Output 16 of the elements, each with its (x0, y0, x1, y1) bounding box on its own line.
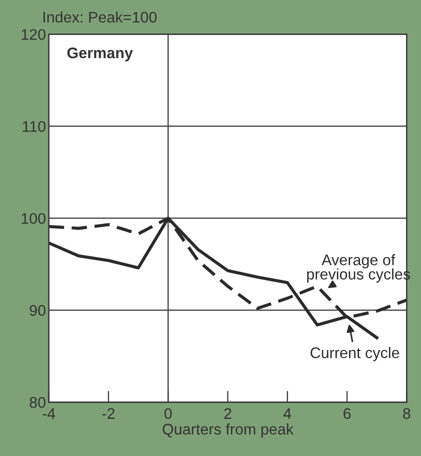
x-tick-label: -2 (102, 408, 115, 419)
x-tick-label: -4 (42, 408, 56, 419)
y-tick-label: 120 (22, 29, 46, 40)
x-tick-label: 2 (224, 408, 232, 419)
x-tick-label: 6 (344, 408, 351, 419)
y-tick-label: 100 (22, 213, 46, 224)
text: Germany (67, 47, 133, 62)
y-axis-title: Index: Peak=100 (44, 11, 157, 23)
x-tick-label: 8 (403, 408, 410, 419)
y-tick-label: 80 (30, 397, 46, 408)
y-tick-label: 90 (30, 305, 46, 316)
x-tick-label: 4 (284, 408, 292, 419)
legend-label: Current cycle (310, 346, 400, 362)
x-tick-label: 0 (164, 408, 172, 419)
y-tick-label: 110 (22, 121, 46, 132)
x-axis-title: Quarters from peak (162, 423, 294, 438)
